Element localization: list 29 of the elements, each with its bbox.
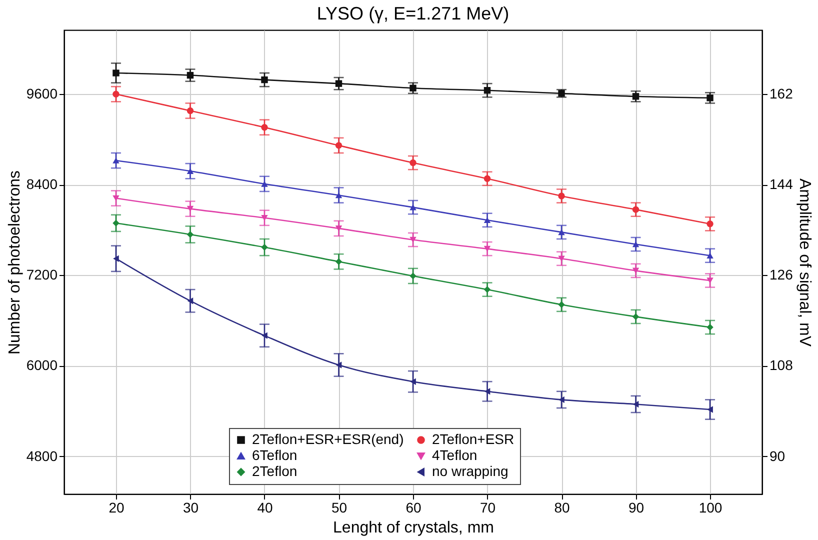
legend-label: no wrapping — [432, 463, 508, 479]
y-axis-title: Number of photoelectrons — [6, 170, 24, 355]
x-tick-label: 20 — [108, 500, 124, 516]
x-axis-title: Lenght of crystals, mm — [333, 520, 494, 536]
chart-title: LYSO (γ, E=1.271 MeV) — [316, 3, 510, 24]
legend-label: 6Teflon — [252, 447, 298, 463]
y2-tick-label: 90 — [770, 448, 786, 464]
y-tick-label: 4800 — [26, 448, 58, 464]
x-tick-label: 50 — [331, 500, 348, 516]
legend-label: 2Teflon — [252, 463, 298, 479]
legend-label: 4Teflon — [432, 447, 478, 463]
x-tick-label: 30 — [182, 500, 199, 516]
x-tick-label: 40 — [257, 500, 273, 516]
x-tick-label: 80 — [554, 500, 570, 516]
y2-axis-title: Amplitude of signal, mV — [796, 178, 813, 347]
legend-label: 2Teflon+ESR — [432, 431, 514, 447]
y-tick-label: 6000 — [26, 357, 58, 374]
legend-label: 2Teflon+ESR+ESR(end) — [252, 431, 404, 447]
y-tick-label: 7200 — [26, 266, 58, 283]
x-tick-label: 70 — [480, 500, 496, 516]
y-tick-label: 8400 — [26, 176, 58, 192]
y2-tick-label: 108 — [770, 357, 794, 374]
y2-tick-label: 162 — [770, 86, 794, 102]
x-tick-label: 100 — [698, 500, 722, 516]
y-tick-label: 9600 — [26, 86, 58, 102]
x-tick-label: 60 — [406, 500, 422, 516]
y2-tick-label: 126 — [770, 266, 794, 283]
y2-tick-label: 144 — [770, 176, 794, 192]
x-tick-label: 90 — [628, 500, 644, 516]
